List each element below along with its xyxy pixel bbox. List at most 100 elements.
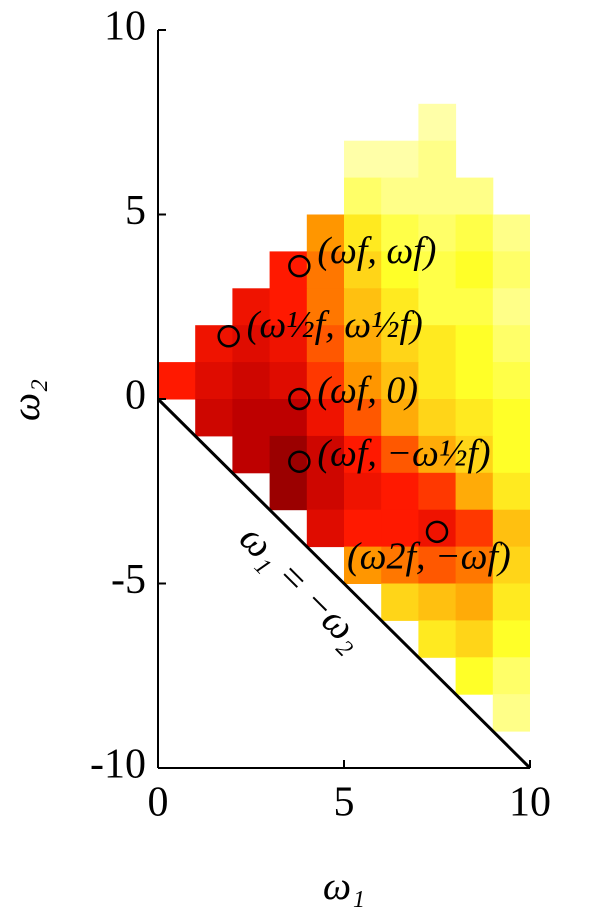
- heat-cell: [306, 251, 345, 289]
- heat-cell: [381, 251, 419, 289]
- heatmap: [158, 103, 530, 732]
- heat-cell: [344, 325, 382, 363]
- heat-cell: [344, 509, 382, 548]
- heat-cell: [455, 362, 494, 400]
- marker: [217, 325, 240, 348]
- heat-cell: [269, 251, 308, 289]
- heat-cell: [455, 657, 494, 695]
- heat-cell: [158, 362, 196, 400]
- heat-cell: [344, 288, 382, 326]
- heat-cell: [418, 583, 457, 621]
- heat-cell: [418, 362, 457, 400]
- heat-cell: [306, 435, 345, 474]
- heat-cell: [492, 509, 530, 548]
- heat-cell: [306, 214, 345, 252]
- heat-cell: [344, 399, 382, 437]
- heat-cell: [381, 472, 419, 511]
- heat-cell: [381, 435, 419, 474]
- heat-cell: [418, 399, 457, 437]
- heat-cell: [344, 214, 382, 252]
- heat-cell: [381, 399, 419, 437]
- point-label: (ωf, ωf): [317, 230, 436, 272]
- heat-cell: [455, 583, 494, 621]
- heat-cell: [418, 251, 457, 289]
- heat-cell: [269, 435, 308, 474]
- heat-cell: [232, 362, 271, 400]
- heat-cell: [381, 140, 419, 179]
- heat-cell: [492, 288, 530, 326]
- heat-cell: [306, 509, 345, 548]
- heat-cell: [418, 472, 457, 511]
- heat-cell: [492, 583, 530, 621]
- heat-cell: [455, 325, 494, 363]
- point-label: (ω2f, −ωf): [347, 536, 511, 578]
- heat-cell: [418, 177, 457, 215]
- x-tick-label: 5: [334, 780, 355, 826]
- heat-cell: [455, 214, 494, 252]
- heat-cell: [232, 435, 271, 474]
- heat-cell: [344, 177, 382, 215]
- heat-cell: [418, 325, 457, 363]
- heat-cell: [492, 362, 530, 400]
- point-label: (ωf, −ω½f): [317, 432, 490, 474]
- heat-cell: [418, 140, 457, 179]
- heat-cell: [492, 251, 530, 289]
- heat-cell: [455, 177, 494, 215]
- heat-cell: [381, 509, 419, 548]
- heat-cell: [418, 214, 457, 252]
- heat-cell: [455, 546, 494, 584]
- heat-cell: [418, 546, 457, 584]
- heat-cell: [381, 177, 419, 215]
- heat-cell: [492, 435, 530, 474]
- heat-cell: [306, 288, 345, 326]
- heat-cell: [344, 435, 382, 474]
- heat-cell: [492, 472, 530, 511]
- x-tick-label: 10: [509, 780, 551, 826]
- heat-cell: [306, 472, 345, 511]
- marker: [288, 387, 311, 411]
- heat-cell: [455, 620, 494, 658]
- heat-cell: [306, 399, 345, 437]
- heat-cell: [418, 288, 457, 326]
- marker: [425, 520, 449, 544]
- heat-cell: [269, 472, 308, 511]
- heat-cell: [492, 657, 530, 695]
- y-tick-label: 5: [125, 188, 146, 234]
- heat-cell: [492, 620, 530, 658]
- x-axis-label: ω₁: [323, 863, 365, 908]
- point-label: (ωf, 0): [317, 370, 418, 412]
- heat-cell: [455, 251, 494, 289]
- y-tick-label: -10: [90, 742, 146, 788]
- heat-cell: [381, 583, 419, 621]
- heat-cell: [381, 362, 419, 400]
- heat-cell: [344, 140, 382, 179]
- heat-cell: [381, 546, 419, 584]
- heat-cell: [492, 214, 530, 252]
- heat-cell: [492, 546, 530, 584]
- marker: [288, 254, 311, 278]
- heat-cell: [381, 214, 419, 252]
- y-tick-label: 0: [125, 373, 146, 419]
- heat-cell: [455, 472, 494, 511]
- y-tick-label: -5: [111, 557, 146, 603]
- heat-cell: [269, 288, 308, 326]
- point-label: (ω½f, ω½f): [247, 304, 423, 346]
- heat-cell: [306, 325, 345, 363]
- heat-cell: [195, 362, 233, 400]
- y-axis-label: ω₂: [3, 379, 48, 421]
- heat-cell: [455, 509, 494, 548]
- heat-cell: [232, 399, 271, 437]
- heat-cell: [418, 620, 457, 658]
- heat-cell: [344, 251, 382, 289]
- heat-cell: [381, 288, 419, 326]
- heat-cell: [344, 546, 382, 584]
- diagonal-line: [156, 397, 532, 770]
- heat-cell: [195, 399, 233, 437]
- heat-cell: [269, 399, 308, 437]
- heat-cell: [492, 694, 530, 732]
- heat-cell: [455, 399, 494, 437]
- heat-cell: [418, 435, 457, 474]
- heat-cell: [344, 472, 382, 511]
- y-tick-label: 10: [104, 4, 146, 50]
